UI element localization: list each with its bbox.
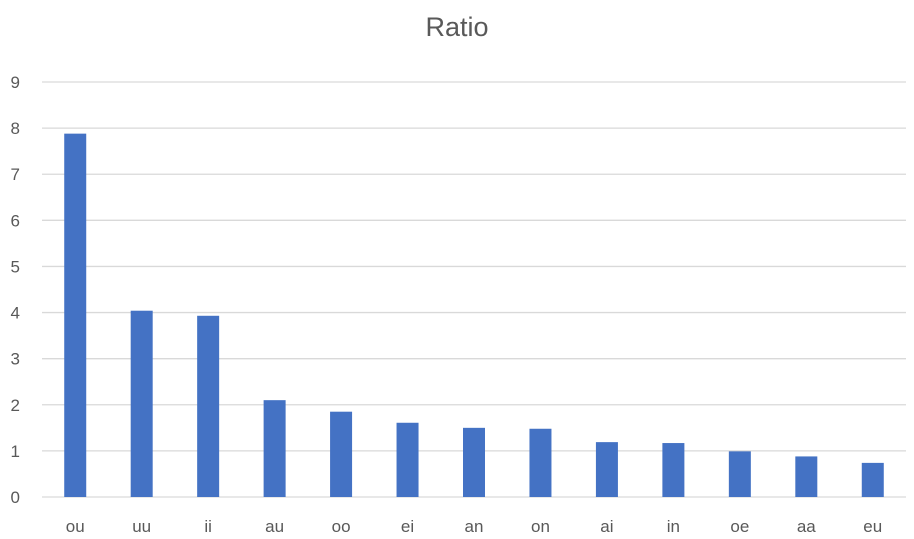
y-tick-label: 2: [11, 396, 20, 415]
bar-oe: [728, 451, 751, 497]
bar-ei: [396, 422, 419, 497]
x-tick-label-in: in: [667, 517, 680, 536]
y-tick-label: 1: [11, 442, 20, 461]
bar-an: [463, 427, 485, 497]
y-tick-label: 8: [11, 119, 20, 138]
x-tick-label-aa: aa: [797, 517, 816, 536]
x-tick-label-uu: uu: [132, 517, 151, 536]
bar-aa: [795, 456, 818, 497]
x-tick-label-an: an: [465, 517, 484, 536]
bar-uu: [130, 310, 153, 497]
bar-ai: [595, 442, 618, 497]
y-tick-label: 3: [11, 350, 20, 369]
x-tick-label-eu: eu: [863, 517, 882, 536]
x-tick-label-on: on: [531, 517, 550, 536]
x-tick-label-oe: oe: [730, 517, 749, 536]
x-tick-label-ou: ou: [66, 517, 85, 536]
bar-in: [662, 443, 685, 497]
x-tick-label-au: au: [265, 517, 284, 536]
y-tick-label: 7: [11, 165, 20, 184]
chart-title: Ratio: [425, 12, 489, 42]
y-tick-label: 5: [11, 257, 20, 276]
x-axis-ticks: ou uu ii au oo ei an on ai in oe aa eu: [66, 517, 882, 536]
y-tick-label: 9: [11, 73, 20, 92]
bars: [64, 133, 884, 497]
x-tick-label-oo: oo: [332, 517, 351, 536]
bar-ou: [64, 133, 87, 497]
y-axis-ticks: 0 1 2 3 4 5 6 7 8 9: [11, 73, 20, 507]
bar-oo: [330, 411, 353, 497]
bar-eu: [861, 462, 884, 497]
bar-au: [263, 400, 286, 497]
x-tick-label-ei: ei: [401, 517, 414, 536]
y-tick-label: 0: [11, 488, 20, 507]
y-tick-label: 6: [11, 211, 20, 230]
bar-on: [529, 428, 552, 497]
bar-ii: [197, 315, 220, 497]
x-tick-label-ai: ai: [600, 517, 613, 536]
x-tick-label-ii: ii: [204, 517, 212, 536]
y-tick-label: 4: [11, 304, 20, 323]
